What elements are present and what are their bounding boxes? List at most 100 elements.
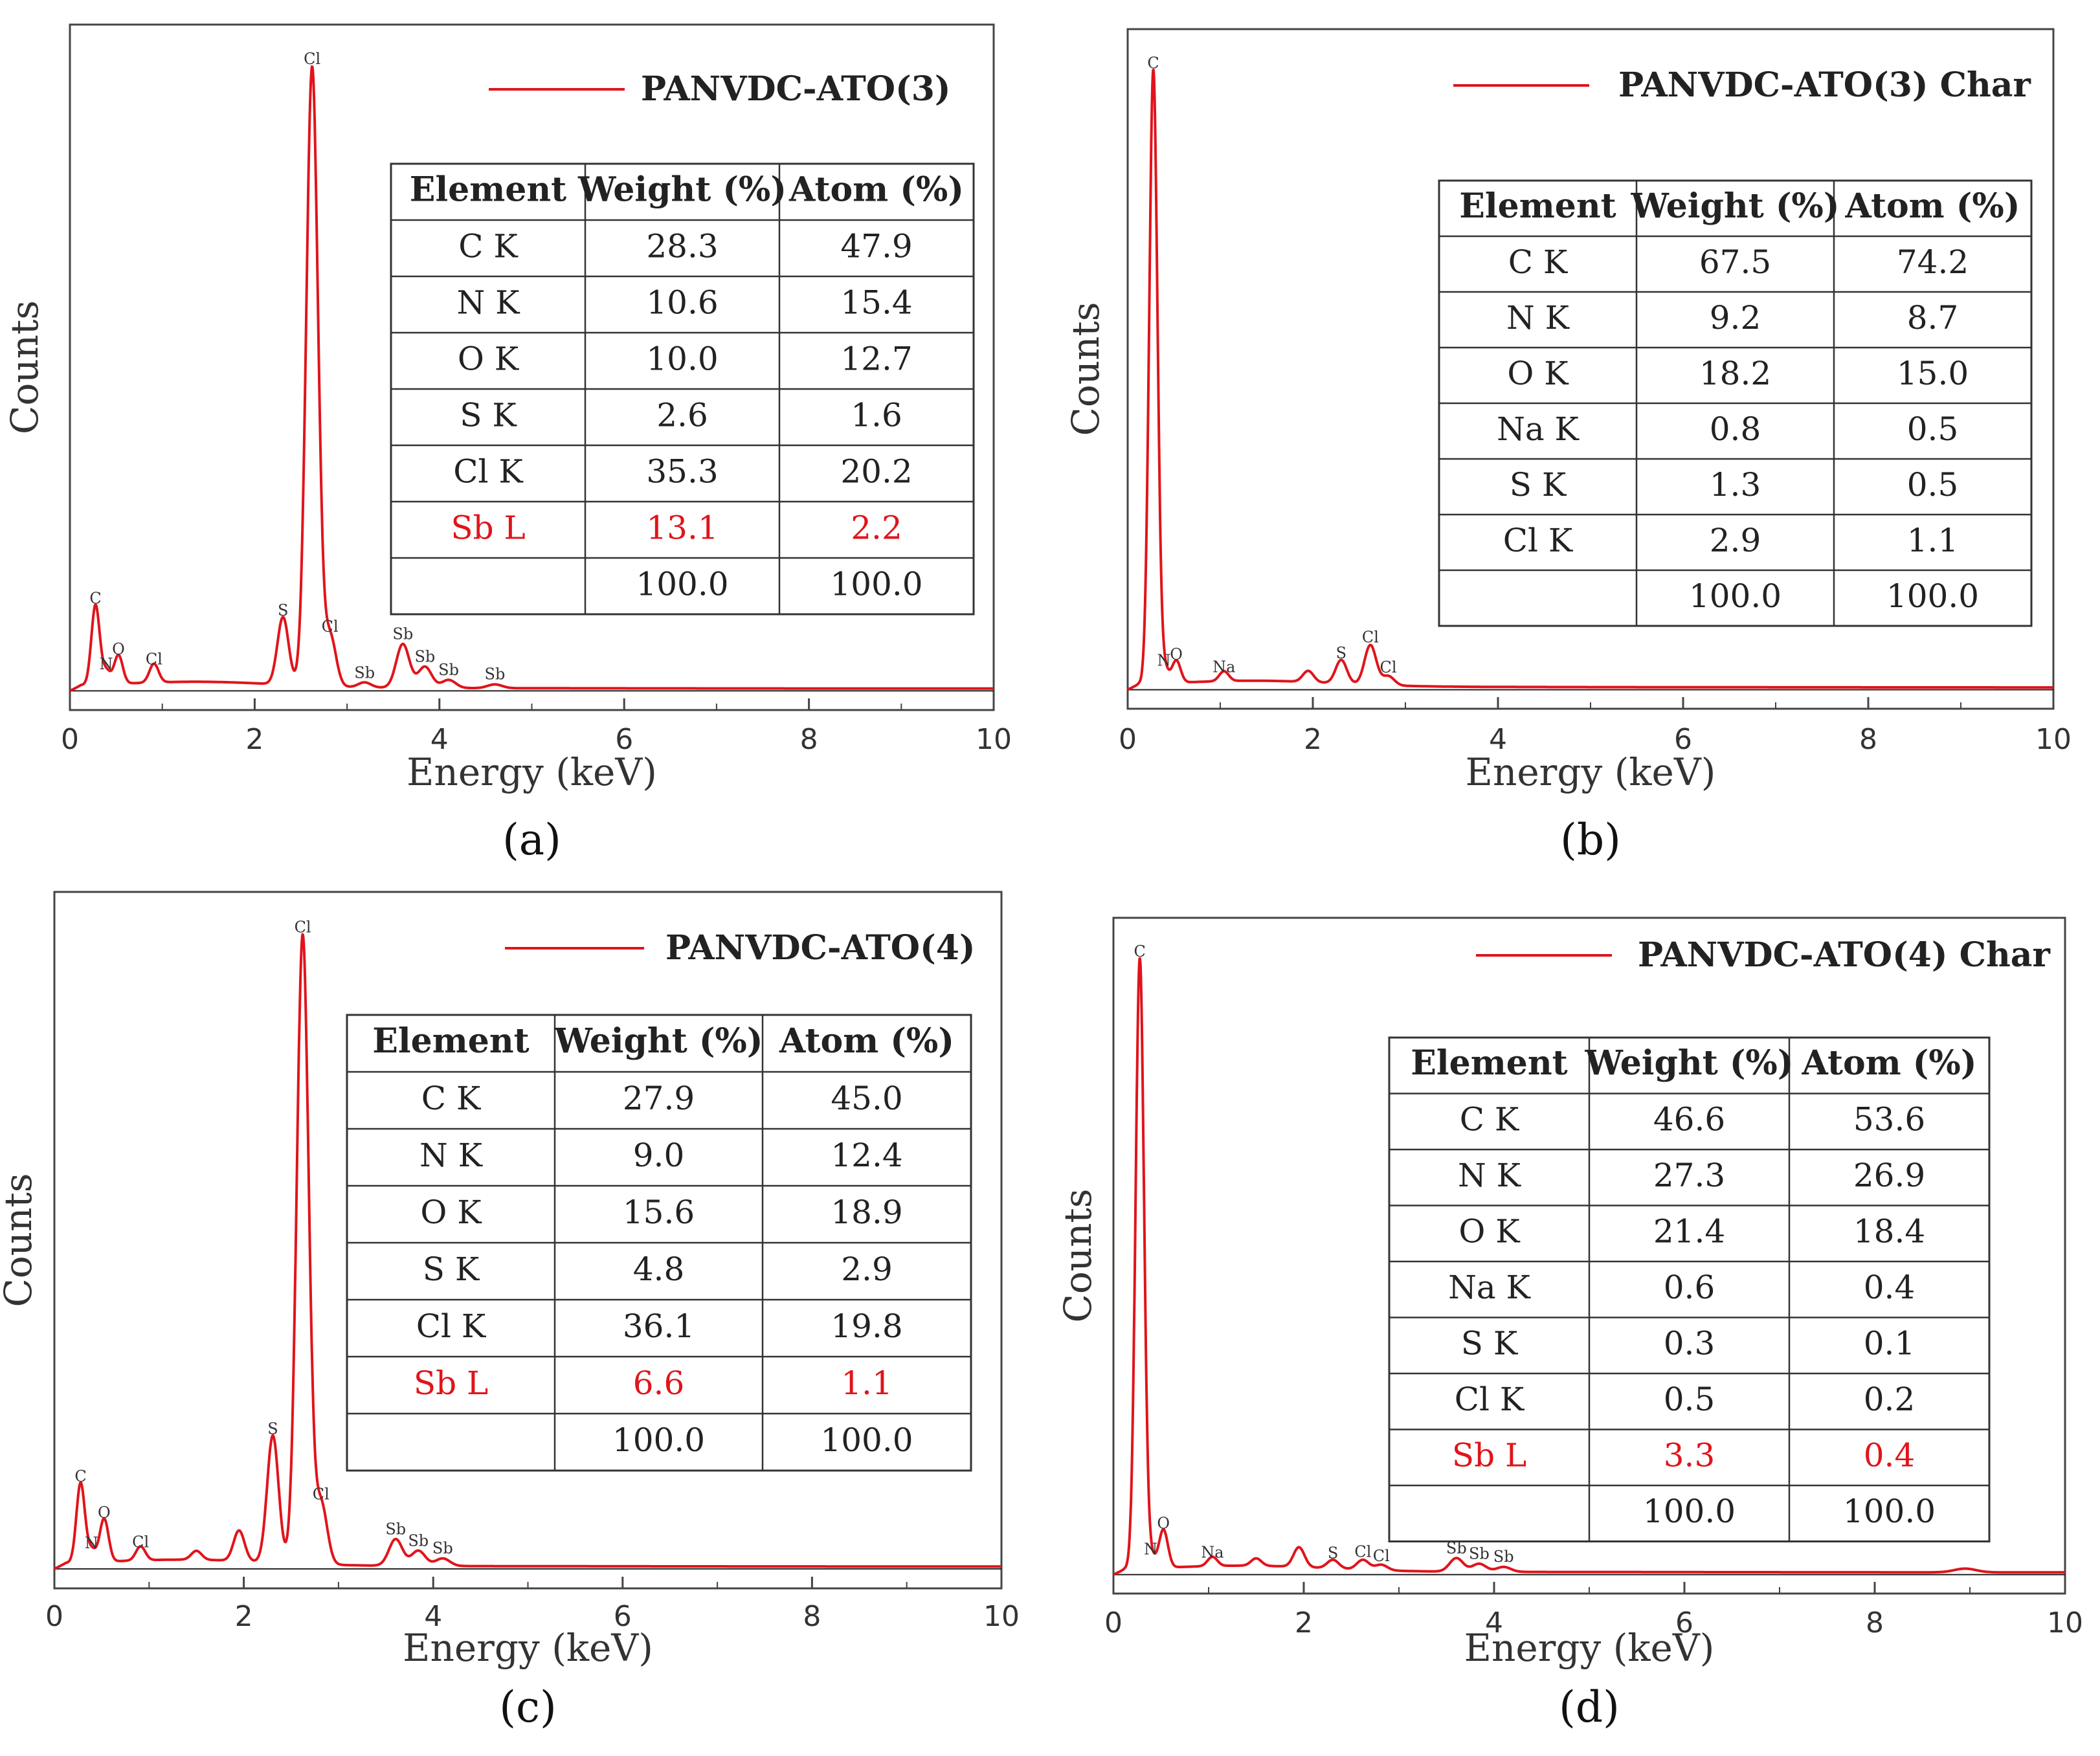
x-tick-group: 0 2 4 6 8 10 xyxy=(1104,1582,2083,1639)
table-cell: 100.0 xyxy=(830,565,922,603)
x-tick-label: 10 xyxy=(983,1600,1020,1633)
peak-label: Sb xyxy=(438,661,459,679)
table-header-cell: Atom (%) xyxy=(1845,186,2020,226)
x-tick-label: 10 xyxy=(2047,1606,2083,1639)
table-cell: 18.2 xyxy=(1699,355,1771,392)
x-tick-label: 8 xyxy=(1859,723,1877,756)
peak-point xyxy=(441,1561,443,1562)
peak-point xyxy=(494,686,496,688)
table-cell: 0.5 xyxy=(1907,466,1959,504)
table-cell: 67.5 xyxy=(1699,243,1771,281)
table-cell: 0.5 xyxy=(1664,1381,1715,1418)
peak-point xyxy=(1340,665,1342,667)
peak-point xyxy=(311,71,313,73)
table-cell: 0.6 xyxy=(1664,1269,1715,1306)
peak-label: Cl xyxy=(322,617,339,636)
composition-table: Element Weight (%) Atom (%) C K 67.5 74.2 N K 9… xyxy=(1438,179,2033,627)
peak-label: Sb xyxy=(392,625,413,643)
x-tick-label: 6 xyxy=(1674,723,1692,756)
peak-point xyxy=(1211,1564,1213,1566)
peak-point xyxy=(1332,1565,1334,1567)
y-axis-label: Counts xyxy=(1056,1188,1100,1322)
x-tick-group: 0 2 4 6 8 10 xyxy=(45,1577,1020,1633)
peak-point xyxy=(117,661,119,663)
x-tick-label: 8 xyxy=(1866,1606,1884,1639)
panel-caption: (d) xyxy=(1559,1682,1620,1732)
table-header-cell: Element xyxy=(410,170,566,209)
table-cell: 20.2 xyxy=(840,452,912,490)
peak-point xyxy=(1380,1568,1382,1570)
table-cell: Sb L xyxy=(451,509,525,546)
table-cell: 2.6 xyxy=(656,396,708,434)
table-cell: 18.9 xyxy=(831,1194,902,1231)
table-cell: 2.2 xyxy=(851,509,902,546)
table-cell: 10.0 xyxy=(646,340,718,377)
caption-text: (b) xyxy=(1560,815,1621,865)
table-cell: 21.4 xyxy=(1653,1213,1725,1250)
peak-point xyxy=(1139,964,1141,966)
peak-label: Sb xyxy=(1493,1548,1514,1566)
x-tick-label: 10 xyxy=(976,723,1012,756)
table-cell: 45.0 xyxy=(831,1080,902,1117)
y-axis-label: Counts xyxy=(0,1173,40,1307)
table-header-cell: Atom (%) xyxy=(779,1021,954,1061)
peak-point xyxy=(238,1537,240,1539)
peak-label: Cl xyxy=(295,918,311,936)
spectrum-line-PANVDC-ATO(4) xyxy=(53,933,1003,1570)
table-cell: N K xyxy=(419,1137,484,1174)
table-cell: 47.9 xyxy=(840,227,912,265)
peak-label: Cl xyxy=(132,1533,149,1551)
caption-text: (c) xyxy=(499,1682,556,1732)
x-tick-label: 10 xyxy=(2035,723,2072,756)
table-cell: 28.3 xyxy=(646,227,718,265)
table-cell: N K xyxy=(1506,299,1570,337)
table-cell: C K xyxy=(1460,1101,1520,1139)
table-cell: 15.0 xyxy=(1897,355,1969,392)
table-cell: 4.8 xyxy=(633,1250,685,1288)
table-cell: 9.2 xyxy=(1710,299,1761,337)
table-header-cell: Weight (%) xyxy=(577,170,787,209)
table-cell: 53.6 xyxy=(1853,1101,1925,1139)
peak-label: Sb xyxy=(385,1520,406,1539)
table-cell: 0.3 xyxy=(1664,1325,1715,1362)
table-cell: 0.5 xyxy=(1907,410,1959,448)
table-cell: O K xyxy=(1507,355,1569,392)
table-cell: Cl K xyxy=(416,1307,487,1345)
x-tick-label: 0 xyxy=(1104,1606,1123,1639)
peak-label: O xyxy=(1157,1515,1170,1533)
peak-point xyxy=(320,1506,322,1508)
x-tick-label: 4 xyxy=(1489,723,1507,756)
x-tick-group: 0 2 4 6 8 10 xyxy=(61,698,1012,756)
peak-label: S xyxy=(1336,644,1346,662)
table-cell: Sb L xyxy=(1452,1437,1526,1474)
peak-label: Sb xyxy=(414,648,435,666)
peak-label: N xyxy=(1144,1540,1157,1559)
table-header-cell: Weight (%) xyxy=(1631,186,1840,226)
x-tick-label: 2 xyxy=(235,1600,253,1633)
peak-point xyxy=(1387,680,1389,682)
table-header-cell: Weight (%) xyxy=(1585,1043,1794,1083)
table-header-cell: Element xyxy=(372,1021,529,1061)
peak-label: Na xyxy=(1201,1543,1223,1561)
x-tick-label: 0 xyxy=(45,1600,63,1633)
peak-label: Cl xyxy=(146,650,162,668)
table-cell: Cl K xyxy=(453,452,524,490)
table-cell: S K xyxy=(423,1250,480,1288)
panel-caption: (b) xyxy=(1560,815,1621,865)
spectrum-line-PANVDC-ATO(3) xyxy=(69,65,995,693)
peak-label: S xyxy=(267,1420,278,1438)
legend-label: PANVDC-ATO(4) xyxy=(665,928,976,968)
panel-caption: (a) xyxy=(502,815,561,865)
table-cell: C K xyxy=(458,227,519,265)
table-cell: 9.0 xyxy=(633,1137,685,1174)
peak-label: Cl xyxy=(1373,1547,1390,1565)
x-axis-label: Energy (keV) xyxy=(1464,1626,1715,1670)
peak-point xyxy=(80,1489,82,1491)
table-cell: 10.6 xyxy=(646,283,718,321)
composition-table: Element Weight (%) Atom (%) C K 46.6 53.6 N K 2… xyxy=(1388,1036,1991,1542)
peak-label: Sb xyxy=(432,1539,453,1557)
table-header-cell: Weight (%) xyxy=(554,1021,763,1061)
peak-point xyxy=(140,1554,142,1556)
table-cell: 27.3 xyxy=(1653,1157,1725,1194)
legend-label: PANVDC-ATO(3) Char xyxy=(1618,65,2031,105)
